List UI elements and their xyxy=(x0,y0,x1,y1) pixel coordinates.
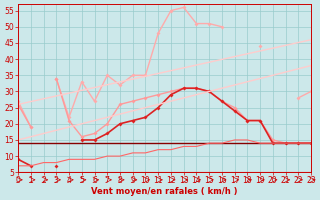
X-axis label: Vent moyen/en rafales ( km/h ): Vent moyen/en rafales ( km/h ) xyxy=(91,187,238,196)
